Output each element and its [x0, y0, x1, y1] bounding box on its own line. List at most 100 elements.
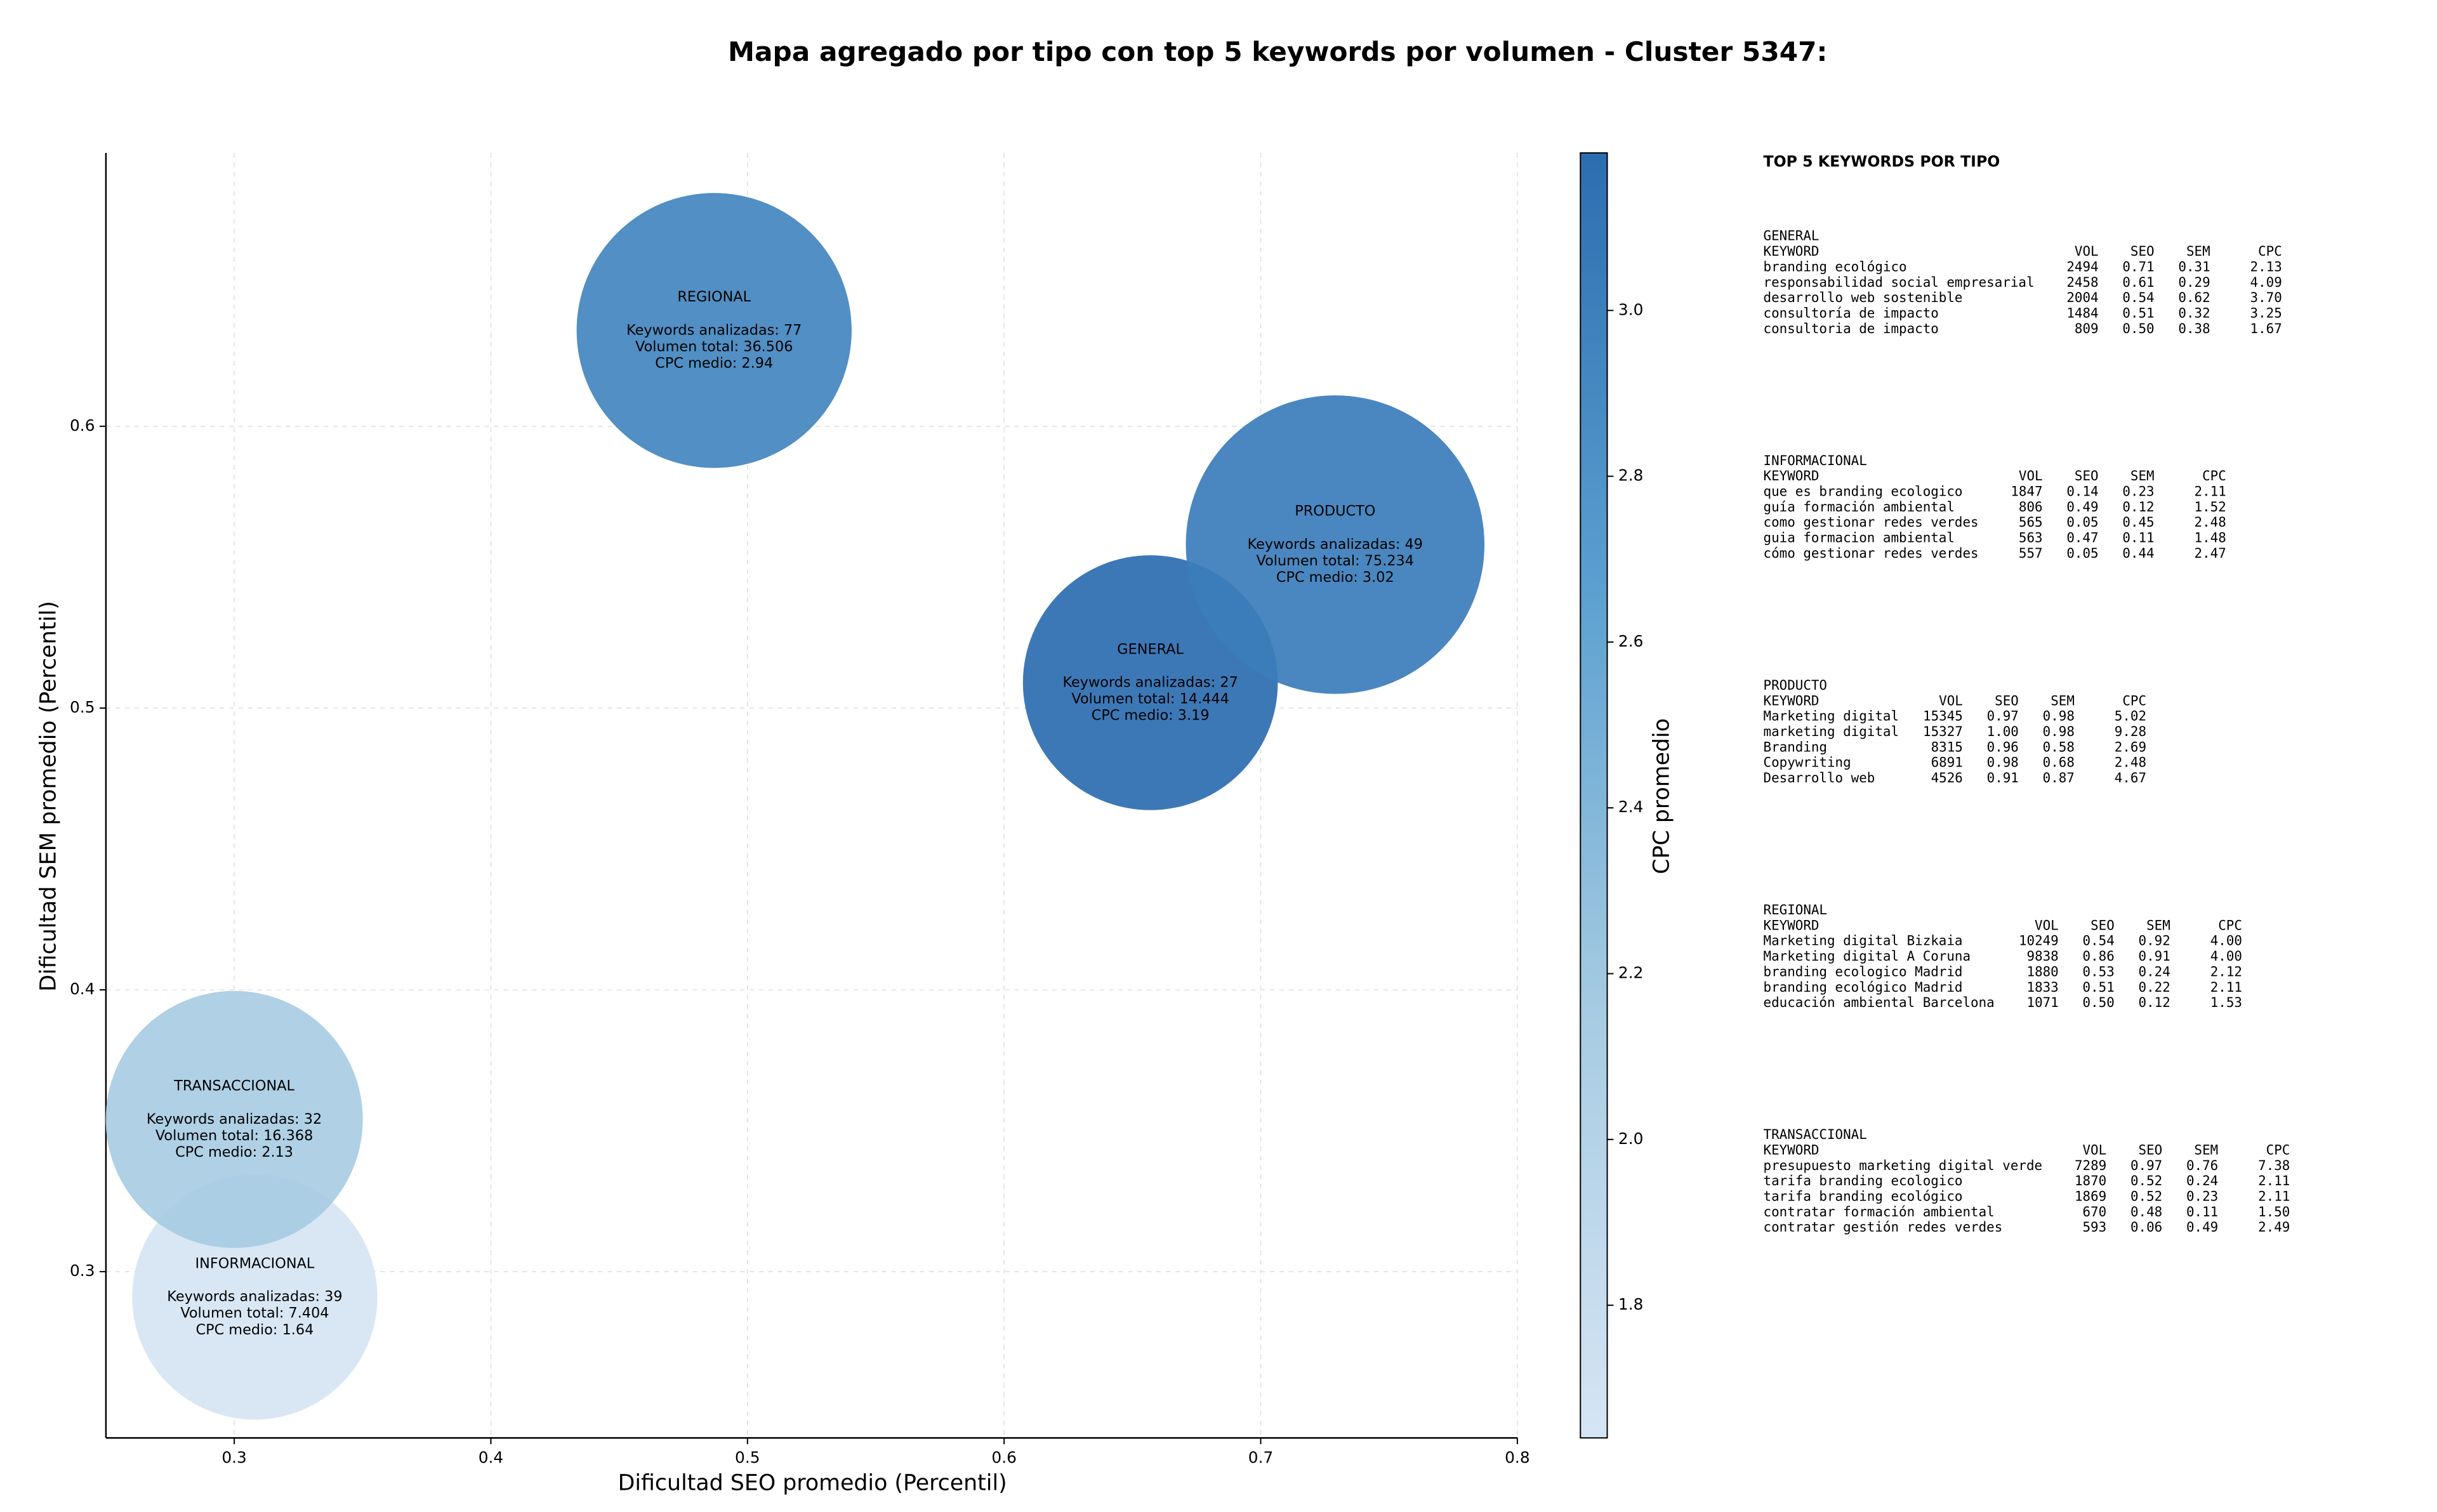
table-cell: 1484 — [2066, 305, 2098, 320]
table-cell: 0.97 — [1987, 709, 2019, 724]
table-cell: 0.98 — [2043, 724, 2075, 739]
table-cell: 15327 — [1923, 724, 1963, 739]
table-header: KEYWORD — [1764, 468, 1819, 483]
table-cell: 0.23 — [2122, 484, 2154, 499]
table-cell: 0.92 — [2139, 933, 2170, 949]
table-cell: 2.48 — [2115, 755, 2146, 770]
table-cell: 0.52 — [2130, 1189, 2162, 1204]
table-cell: 4.00 — [2210, 933, 2242, 949]
table-cell: 10249 — [2019, 933, 2059, 949]
table-cell: 0.24 — [2139, 964, 2170, 979]
table-cell: 0.44 — [2122, 546, 2154, 561]
table-cell: 0.71 — [2122, 259, 2154, 274]
table-cell: 0.38 — [2178, 321, 2210, 336]
panel-title: TOP 5 KEYWORDS POR TIPO — [1764, 152, 2000, 170]
table-title: PRODUCTO — [1764, 678, 1827, 693]
table-header: SEO — [1995, 693, 2019, 708]
table-cell: 0.50 — [2122, 321, 2154, 336]
table-cell: 1.53 — [2210, 995, 2242, 1010]
table-cell: 15345 — [1923, 709, 1963, 724]
table-cell: Branding — [1764, 739, 1827, 754]
table-cell: consultoría de impacto — [1764, 305, 1939, 320]
table-cell: 809 — [2075, 321, 2099, 336]
table-cell: 565 — [2019, 515, 2043, 530]
x-tick-label: 0.8 — [1505, 1449, 1530, 1467]
table-cell: 0.48 — [2130, 1204, 2162, 1219]
table-cell: guía formación ambiental — [1764, 499, 1955, 515]
table-cell: 557 — [2019, 546, 2043, 561]
table-header: KEYWORD — [1764, 693, 1819, 708]
table-cell: 0.12 — [2122, 499, 2154, 515]
table-cell: branding ecológico Madrid — [1764, 980, 1963, 995]
table-header: SEO — [2139, 1142, 2163, 1157]
bubble-name: INFORMACIONAL — [195, 1255, 315, 1272]
table-cell: 1880 — [2027, 964, 2059, 979]
table-header: KEYWORD — [1764, 244, 1819, 259]
chart-title: Mapa agregado por tipo con top 5 keyword… — [728, 36, 1827, 67]
table-header: SEO — [2075, 468, 2099, 483]
table-title: GENERAL — [1764, 228, 1819, 244]
bubble-annotation: Keywords analizadas: 32 — [147, 1111, 322, 1127]
table-cell: 2.11 — [2210, 980, 2242, 995]
table-cell: 0.91 — [2139, 949, 2170, 964]
table-cell: 1869 — [2075, 1189, 2106, 1204]
bubble — [105, 990, 363, 1248]
table-cell: 3.70 — [2250, 290, 2282, 305]
bubble — [576, 193, 852, 468]
table-cell: 0.98 — [2043, 709, 2075, 724]
bubble-annotation: Volumen total: 14.444 — [1071, 691, 1229, 707]
table-cell: 2.11 — [2195, 484, 2226, 499]
table-cell: 0.49 — [2066, 499, 2098, 515]
colorbar — [1580, 152, 1608, 1439]
table-cell: 0.96 — [1987, 739, 2019, 754]
bubble-annotation: CPC medio: 2.94 — [655, 355, 773, 372]
table-cell: Marketing digital — [1764, 709, 1899, 724]
colorbar-tick-label: 3.0 — [1618, 300, 1644, 319]
table-header: SEM — [2146, 917, 2170, 933]
table-cell: 6891 — [1931, 755, 1963, 770]
table-cell: 0.45 — [2122, 515, 2154, 530]
bubble-name: GENERAL — [1117, 641, 1184, 657]
table-cell: 4526 — [1931, 770, 1963, 786]
table-cell: 9.28 — [2115, 724, 2146, 739]
table-cell: 2.49 — [2258, 1219, 2290, 1235]
table-header: VOL — [2075, 244, 2099, 259]
table-cell: 2.13 — [2250, 259, 2282, 274]
bubble-annotation: Keywords analizadas: 77 — [626, 322, 802, 338]
table-cell: 593 — [2082, 1219, 2106, 1235]
table-cell: 2.11 — [2258, 1173, 2290, 1188]
table-cell: guia formacion ambiental — [1764, 530, 1955, 546]
x-tick-label: 0.5 — [735, 1449, 760, 1467]
colorbar-tick-label: 2.8 — [1618, 466, 1644, 485]
table-cell: 0.76 — [2186, 1158, 2218, 1173]
table-header: CPC — [2202, 468, 2226, 483]
table-cell: 1870 — [2075, 1173, 2106, 1188]
table-cell: 0.53 — [2083, 964, 2115, 979]
x-tick-label: 0.6 — [991, 1449, 1017, 1467]
table-cell: 0.49 — [2186, 1219, 2218, 1235]
table-cell: 0.14 — [2066, 484, 2098, 499]
x-tick-label: 0.7 — [1248, 1449, 1274, 1467]
table-cell: 9838 — [2027, 949, 2059, 964]
table-header: VOL — [1939, 693, 1963, 708]
table-cell: 4.67 — [2115, 770, 2146, 786]
table-cell: 0.06 — [2130, 1219, 2162, 1235]
table-cell: 0.68 — [2043, 755, 2075, 770]
bubble-name: TRANSACCIONAL — [173, 1078, 294, 1095]
y-tick-label: 0.5 — [70, 698, 95, 716]
table-cell: 0.91 — [1987, 770, 2019, 786]
bubble-name: REGIONAL — [677, 289, 751, 305]
colorbar-label: CPC promedio — [1649, 718, 1674, 874]
table-cell: 0.51 — [2122, 305, 2154, 320]
y-tick-label: 0.3 — [70, 1261, 95, 1280]
table-header: SEM — [2051, 693, 2075, 708]
table-cell: tarifa branding ecológico — [1764, 1189, 1963, 1204]
table-title: TRANSACCIONAL — [1764, 1127, 1867, 1142]
x-axis-label: Dificultad SEO promedio (Percentil) — [618, 1470, 1007, 1496]
y-axis-label: Dificultad SEM promedio (Percentil) — [36, 601, 61, 992]
table-cell: 0.87 — [2043, 770, 2075, 786]
table-cell: 0.61 — [2122, 275, 2154, 290]
table-cell: 1.00 — [1987, 724, 2019, 739]
